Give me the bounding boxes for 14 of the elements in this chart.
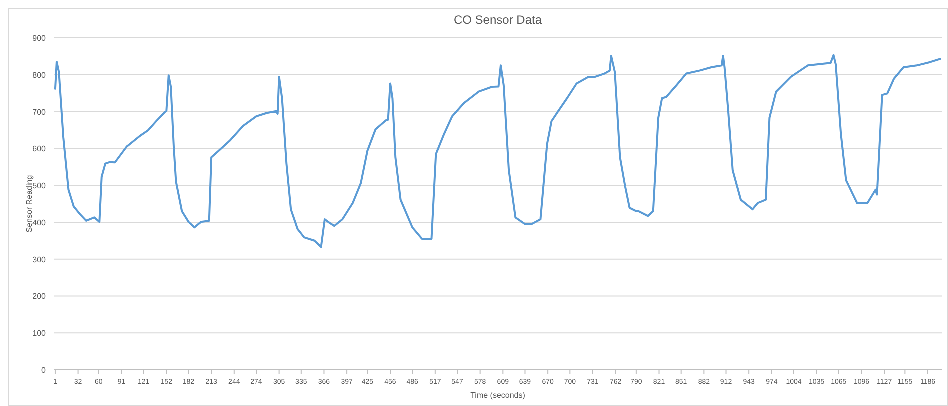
y-tick-label: 800 [32,70,47,80]
y-tick-label: 0 [42,366,47,375]
y-tick-label: 100 [32,329,47,338]
chart-title: CO Sensor Data [454,13,542,27]
y-tick-label: 300 [32,255,47,264]
y-tick-label: 600 [32,144,47,154]
y-tick-label: 400 [32,218,47,228]
line-series [54,54,942,248]
y-tick-label: 700 [32,108,47,117]
y-tick-label: 900 [32,34,47,43]
x-axis-title: Time (seconds) [470,391,526,400]
y-tick-label: 200 [32,292,47,302]
y-axis-title: Sensor Reading [25,175,34,233]
y-tick-label: 500 [32,182,47,191]
